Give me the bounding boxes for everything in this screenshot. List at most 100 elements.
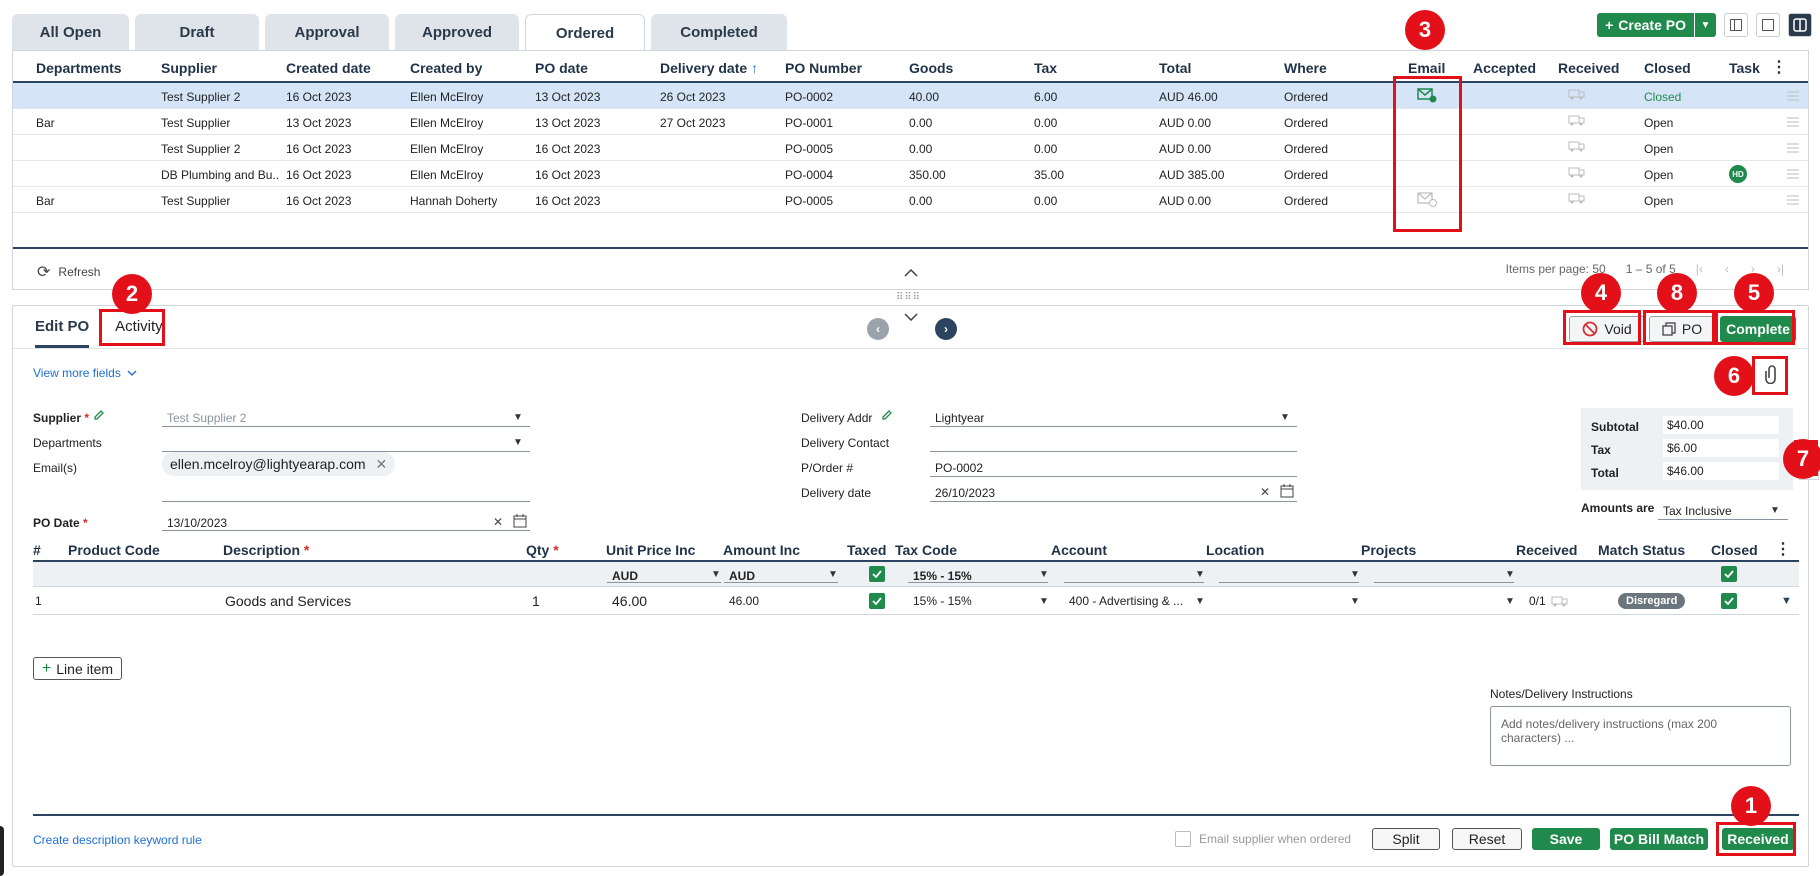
items-per-page[interactable]: Items per page: 50 [1505,262,1606,276]
tax-code-default-select[interactable]: 15% - 15% [913,569,972,583]
email-unsent-icon[interactable] [1417,191,1437,210]
split-button[interactable]: Split [1372,828,1440,850]
col-po-number[interactable]: PO Number [785,60,863,76]
amounts-are-select[interactable]: Tax Inclusive [1663,504,1732,518]
chevron-down-icon[interactable]: ▼ [1505,569,1515,580]
row-menu-icon[interactable] [1787,142,1799,156]
tax-code-select[interactable]: 15% - 15% [913,594,972,608]
truck-icon[interactable] [1551,595,1569,610]
calendar-icon[interactable] [513,514,527,531]
refresh-button[interactable]: ⟳ Refresh [37,264,101,281]
delivery-contact-field[interactable] [930,451,1297,452]
tab-approval[interactable]: Approval [265,14,389,50]
table-row[interactable]: Bar Test Supplier 16 Oct 2023 Hannah Doh… [13,187,1808,213]
tab-all-open[interactable]: All Open [12,14,129,50]
reset-button[interactable]: Reset [1452,828,1522,850]
truck-icon[interactable] [1568,88,1586,103]
chevron-down-icon[interactable]: ▼ [1039,596,1049,607]
description-field[interactable]: Goods and Services [225,593,352,609]
email-sent-icon[interactable] [1417,87,1437,106]
edit-icon[interactable] [93,409,105,424]
split-view-icon[interactable] [1724,13,1748,37]
row-menu-icon[interactable] [1787,168,1799,182]
tab-ordered[interactable]: Ordered [525,14,645,51]
chevron-down-icon[interactable]: ▼ [513,437,523,448]
save-button[interactable]: Save [1532,828,1600,850]
column-menu-icon[interactable]: ⋮ [1771,59,1787,76]
calendar-icon[interactable] [1280,484,1294,501]
create-po-button[interactable]: + Create PO ▼ [1597,13,1716,37]
tab-completed[interactable]: Completed [651,14,787,50]
table-row[interactable]: Test Supplier 2 16 Oct 2023 Ellen McElro… [13,83,1808,109]
complete-button[interactable]: Complete [1720,316,1796,342]
received-button[interactable]: Received [1722,828,1794,850]
table-row[interactable]: Bar Test Supplier 13 Oct 2023 Ellen McEl… [13,109,1808,135]
amount-field[interactable]: 46.00 [729,594,760,608]
chevron-down-icon[interactable]: ▼ [513,412,523,423]
chevron-down-icon[interactable]: ▼ [1195,596,1205,607]
col-tax[interactable]: Tax [1034,60,1058,76]
chevron-down-icon[interactable]: ▼ [1770,505,1780,516]
column-menu-icon[interactable]: ⋮ [1775,541,1791,558]
porder-field[interactable]: PO-0002 [935,461,984,475]
view-more-fields[interactable]: View more fields [33,366,137,380]
line-item-row[interactable]: 1 Goods and Services 1 46.00 46.00 15% -… [33,587,1799,615]
location-select[interactable]: ▼ [1350,596,1360,607]
void-button[interactable]: Void [1569,316,1645,342]
projects-select[interactable]: ▼ [1505,596,1515,607]
next-record-button[interactable]: › [935,318,957,340]
emails-field[interactable] [162,501,530,502]
supplier-field[interactable]: Test Supplier 2 [167,411,247,425]
projects-default-select[interactable] [1374,582,1514,583]
truck-icon[interactable] [1568,166,1586,181]
row-menu-icon[interactable] [1787,90,1799,104]
col-task[interactable]: Task [1729,60,1760,76]
po-bill-match-button[interactable]: PO Bill Match [1610,828,1708,850]
currency-select[interactable]: AUD [729,569,755,583]
row-menu-icon[interactable] [1787,194,1799,208]
create-keyword-rule-link[interactable]: Create description keyword rule [33,833,202,847]
notes-textarea[interactable]: Add notes/delivery instructions (max 200… [1490,706,1791,766]
tab-activity[interactable]: Activity [115,318,163,335]
chevron-down-icon[interactable]: ▼ [1195,569,1205,580]
last-page-icon[interactable]: ›| [1776,262,1784,276]
truck-icon[interactable] [1568,114,1586,129]
chevron-up-icon[interactable] [904,266,918,280]
resize-handle[interactable]: ⠿⠿⠿ [896,292,921,303]
col-email[interactable]: Email [1408,60,1446,76]
chevron-down-icon[interactable] [904,310,918,324]
paperclip-icon[interactable] [1765,364,1779,387]
currency-select[interactable]: AUD [612,569,638,583]
row-menu-icon[interactable] [1787,116,1799,130]
chevron-down-icon[interactable]: ▼ [1350,569,1360,580]
clear-icon[interactable]: ✕ [1260,485,1271,499]
po-copy-button[interactable]: PO [1649,316,1715,342]
expand-row-icon[interactable]: ▼ [1781,595,1792,607]
first-page-icon[interactable]: |‹ [1695,262,1703,276]
panel-view-icon[interactable] [1788,13,1812,37]
col-created-by[interactable]: Created by [410,60,483,76]
departments-field[interactable] [162,451,530,452]
tab-draft[interactable]: Draft [135,14,259,50]
location-default-select[interactable] [1219,582,1359,583]
close-icon[interactable]: ✕ [375,455,388,472]
col-supplier[interactable]: Supplier [161,60,218,76]
chevron-down-icon[interactable]: ▼ [1280,412,1290,423]
truck-icon[interactable] [1568,192,1586,207]
next-page-icon[interactable]: › [1750,262,1755,276]
chevron-down-icon[interactable]: ▼ [1039,569,1049,580]
chevron-down-icon[interactable]: ▼ [1694,13,1716,37]
account-default-select[interactable] [1064,582,1204,583]
single-view-icon[interactable] [1756,13,1780,37]
closed-checkbox[interactable] [1721,593,1737,609]
add-line-item-button[interactable]: + Line item [33,657,122,680]
po-date-field[interactable]: 13/10/2023 [167,516,228,530]
taxed-checkbox[interactable] [869,593,885,609]
edit-icon[interactable] [881,409,893,424]
table-row[interactable]: Test Supplier 2 16 Oct 2023 Ellen McElro… [13,135,1808,161]
delivery-date-field[interactable]: 26/10/2023 [935,486,996,500]
col-departments[interactable]: Departments [36,60,122,76]
email-supplier-checkbox[interactable]: Email supplier when ordered [1175,831,1351,847]
col-goods[interactable]: Goods [909,60,954,76]
tab-edit-po[interactable]: Edit PO [35,318,90,348]
